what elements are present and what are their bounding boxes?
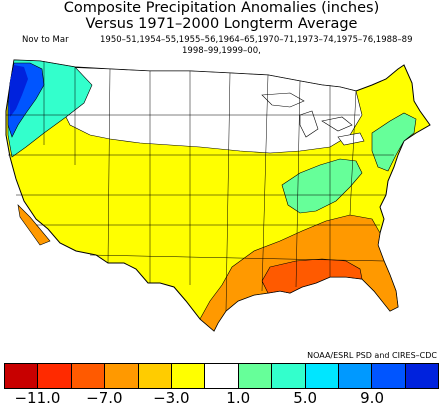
title-line-1: Composite Precipitation Anomalies (inche… [63,0,380,16]
title-line-2: Versus 1971–2000 Longterm Average [85,16,358,32]
colorbar-swatch [238,364,273,388]
colorbar-swatch [405,364,439,388]
ohio-valley-wet [281,158,363,214]
colorbar-label: −7.0 [86,389,123,407]
state-boundaries [6,61,394,312]
us-anomaly-map [5,59,431,332]
colorbar-swatch [272,364,306,388]
data-credit: NOAA/ESRL PSD and CIRES–CDC [307,351,437,360]
colorbar-label: 9.0 [360,389,384,407]
season-label: Nov to Mar [22,35,69,45]
colorbar [4,363,439,389]
colorbar-swatch [171,364,206,388]
great-lakes [261,92,365,146]
colorbar-swatch [5,364,39,388]
colorbar-swatch [372,364,406,388]
colorbar-label: 5.0 [293,389,318,407]
colorbar-swatch [205,364,239,388]
colorbar-swatch [38,364,72,388]
northwest-coast-core [9,65,28,117]
colorbar-swatch [105,364,139,388]
northern-plains-neutral [59,66,363,154]
colorbar-swatch [138,364,172,388]
colorbar-swatch [338,364,373,388]
colorbar-label: −3.0 [153,389,190,407]
northeast-wet [371,112,417,172]
colorbar-label: 1.0 [226,389,251,407]
colorbar-swatch [305,364,339,388]
southern-california-dry [17,204,51,246]
colorbar-label: −11.0 [14,389,61,407]
colorbar-swatch [71,364,106,388]
years-line-2: 1998–99,1999–00, [182,46,261,56]
colorbar-labels: −11.0 −7.0 −3.0 1.0 5.0 9.0 [4,390,439,406]
years-line-1: 1950–51,1954–55,1955–56,1964–65,1970–71,… [100,35,413,45]
